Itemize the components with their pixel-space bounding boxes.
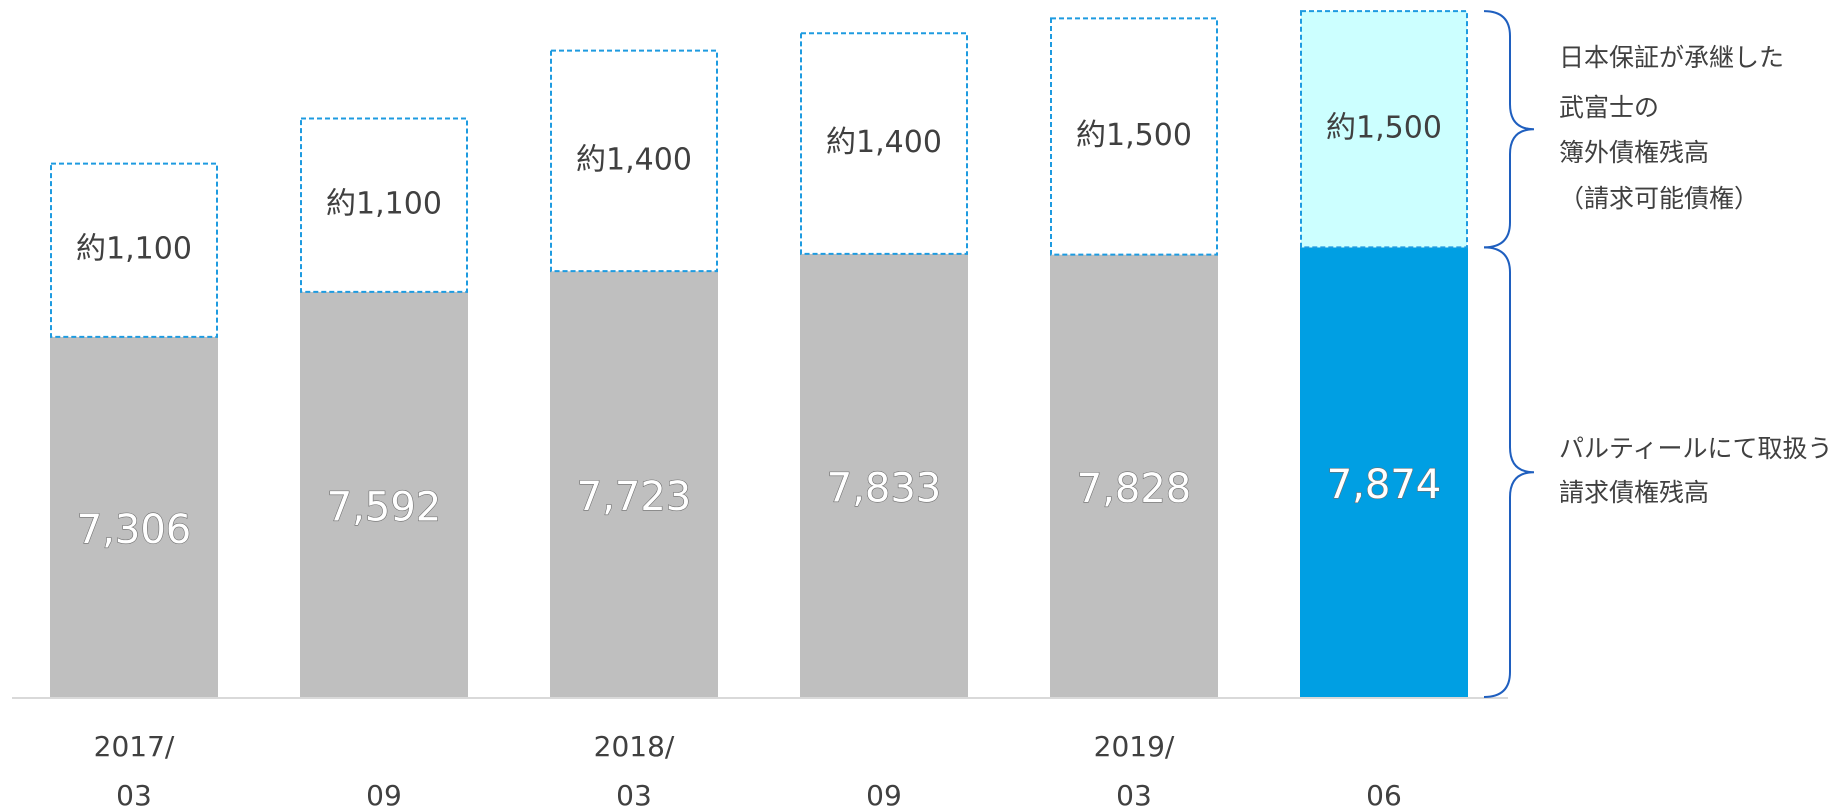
annotation: パルティールにて取扱う bbox=[1559, 434, 1833, 463]
data-label: 約1,500 bbox=[1326, 111, 1442, 146]
x-tick-label: 2018/ bbox=[594, 730, 675, 763]
bar-segment bbox=[50, 162, 218, 338]
x-tick-label: 03 bbox=[1116, 779, 1152, 811]
data-label: 7,874 bbox=[1327, 462, 1442, 508]
data-label: 約1,400 bbox=[576, 142, 692, 177]
bar-segment bbox=[800, 32, 968, 255]
bar-segment bbox=[1300, 10, 1468, 249]
data-label: 7,833 bbox=[827, 465, 942, 511]
bar-segment bbox=[50, 336, 218, 697]
bar-segment bbox=[1300, 247, 1468, 697]
bar-segment bbox=[300, 117, 468, 293]
x-tick-label: 09 bbox=[866, 779, 902, 811]
data-label: 7,592 bbox=[327, 484, 442, 530]
x-tick-label: 09 bbox=[366, 779, 402, 811]
data-label: 約1,100 bbox=[326, 187, 442, 222]
annotation: 武富士の bbox=[1559, 93, 1659, 122]
brace bbox=[1483, 246, 1535, 698]
bar-segment bbox=[550, 49, 718, 273]
data-label: 7,723 bbox=[577, 474, 692, 520]
x-tick-label: 03 bbox=[616, 779, 652, 811]
annotation: （請求可能債権） bbox=[1559, 184, 1759, 213]
bar-segment bbox=[300, 291, 468, 697]
data-label: 7,828 bbox=[1077, 466, 1192, 512]
data-label: 約1,400 bbox=[826, 125, 942, 160]
data-label: 約1,500 bbox=[1076, 118, 1192, 153]
bar-segment bbox=[1050, 17, 1218, 256]
annotation: 請求債権残高 bbox=[1559, 478, 1709, 507]
brace bbox=[1483, 10, 1535, 249]
data-label: 約1,100 bbox=[76, 232, 192, 267]
bar-segment bbox=[1050, 254, 1218, 697]
annotation: 簿外債権残高 bbox=[1559, 138, 1709, 167]
bar-segment bbox=[550, 271, 718, 697]
x-tick-label: 2017/ bbox=[94, 730, 175, 763]
annotation: 日本保証が承継した bbox=[1559, 43, 1784, 72]
x-tick-label: 2019/ bbox=[1094, 730, 1175, 763]
bar-segment bbox=[800, 253, 968, 697]
x-tick-label: 06 bbox=[1366, 779, 1402, 811]
data-label: 7,306 bbox=[77, 507, 192, 553]
x-tick-label: 03 bbox=[116, 779, 152, 811]
